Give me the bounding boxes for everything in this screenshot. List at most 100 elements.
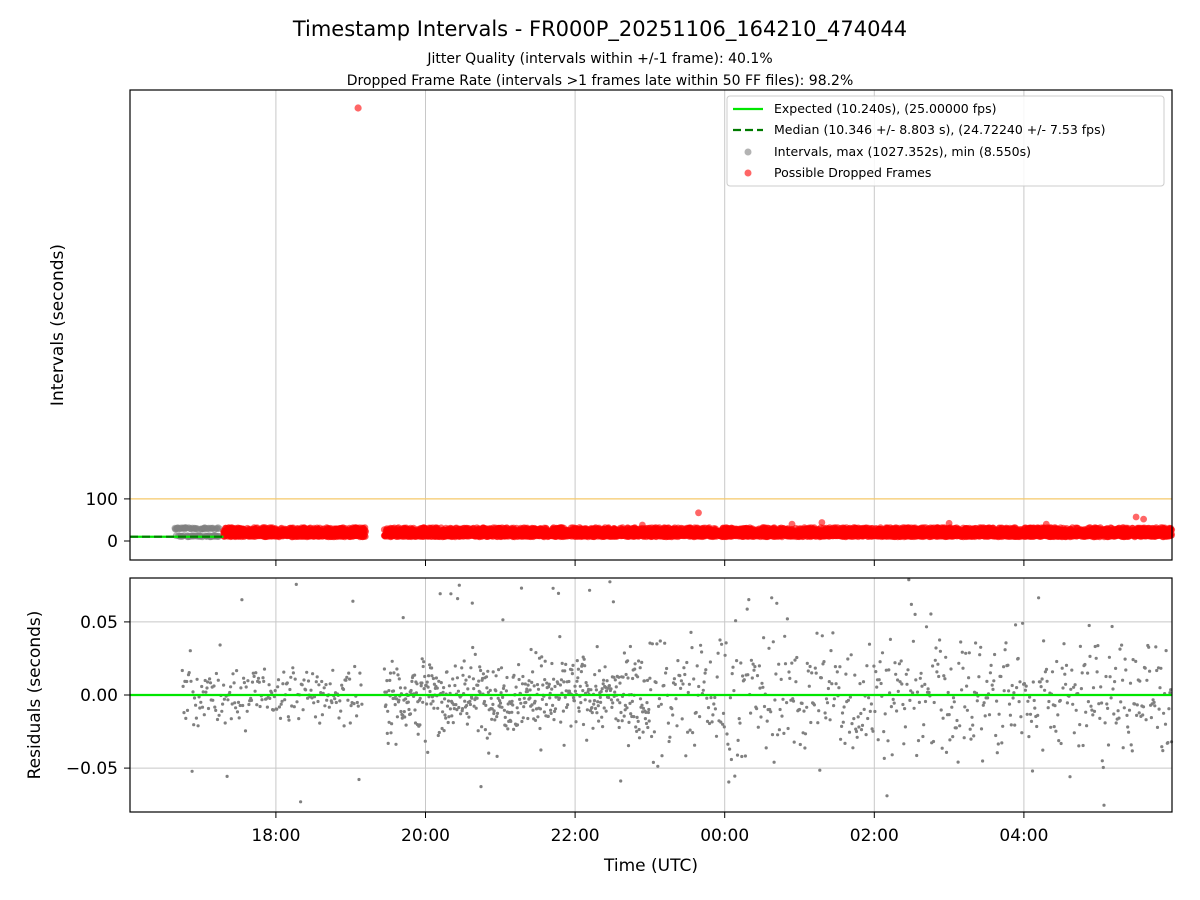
residual-point	[702, 680, 706, 684]
residual-point	[550, 687, 554, 691]
residual-point	[254, 671, 258, 675]
residual-point	[306, 679, 311, 683]
residual-point	[507, 711, 511, 715]
residual-point	[416, 732, 420, 736]
residual-point	[666, 721, 671, 725]
residual-point	[549, 711, 553, 716]
residual-point	[556, 591, 561, 596]
residual-point	[190, 769, 194, 773]
residual-point	[385, 679, 389, 683]
residual-point	[745, 607, 749, 611]
residual-point	[597, 719, 601, 723]
residual-point	[528, 696, 532, 700]
residual-point	[673, 682, 677, 687]
residual-point	[388, 678, 392, 683]
residual-point	[616, 698, 620, 702]
residual-point	[221, 702, 225, 706]
residual-point	[240, 598, 244, 602]
residual-point	[637, 736, 642, 740]
residual-point	[230, 702, 234, 706]
residual-point	[283, 698, 287, 702]
residual-point	[594, 684, 598, 688]
residual-point	[648, 676, 652, 680]
residual-point	[575, 679, 579, 683]
residual-point	[644, 710, 648, 715]
residual-point	[290, 704, 294, 708]
residual-point	[837, 686, 841, 690]
residual-point	[211, 698, 215, 702]
residual-point	[758, 686, 762, 690]
residual-point	[501, 618, 505, 622]
residual-point	[646, 725, 650, 730]
residual-point	[862, 707, 866, 712]
residual-point	[576, 676, 580, 680]
residual-point	[492, 711, 496, 716]
residual-point	[437, 730, 441, 735]
residual-point	[809, 720, 813, 725]
residual-point	[720, 642, 724, 646]
residual-point	[557, 696, 562, 700]
residual-point	[676, 659, 680, 663]
residual-point	[453, 664, 457, 668]
residual-point	[293, 677, 297, 681]
residual-point	[297, 717, 301, 721]
residual-point	[886, 739, 890, 743]
residual-point	[531, 670, 535, 674]
residual-point	[694, 710, 698, 715]
residual-point	[235, 710, 240, 714]
residual-point	[872, 664, 876, 668]
residual-point	[423, 739, 427, 743]
residual-point	[657, 697, 662, 701]
residual-point	[737, 717, 741, 721]
residual-point	[309, 688, 313, 692]
residual-point	[394, 742, 398, 746]
residual-point	[614, 717, 618, 721]
residual-point	[617, 725, 621, 730]
residual-point	[765, 719, 769, 723]
residual-point	[689, 630, 693, 635]
residual-point	[320, 713, 324, 717]
residual-point	[685, 660, 689, 665]
residual-point	[572, 699, 577, 703]
residual-point	[567, 679, 571, 684]
residual-point	[256, 676, 261, 680]
residual-point	[348, 721, 352, 725]
residual-point	[714, 734, 719, 738]
residual-point	[826, 686, 831, 691]
residual-point	[446, 699, 451, 703]
residual-point	[602, 706, 606, 710]
bottom-panel: 0.050.00−0.05 18:00 20:00 22:00 00:00 02:00 0…	[25, 560, 1174, 876]
residual-point	[534, 651, 538, 655]
residual-point	[793, 658, 797, 662]
residual-point	[612, 675, 616, 679]
residual-point	[270, 691, 274, 695]
residual-point	[444, 716, 448, 720]
residual-point	[436, 733, 440, 738]
residual-point	[563, 669, 567, 673]
residual-point	[753, 665, 757, 669]
residual-point	[755, 707, 759, 711]
residual-point	[681, 682, 685, 686]
legend-expected-label: Expected (10.240s), (25.00000 fps)	[774, 101, 996, 116]
residual-point	[388, 671, 393, 675]
residual-point	[404, 723, 408, 727]
residual-point	[516, 711, 520, 715]
residual-point	[485, 686, 489, 690]
residual-point	[871, 729, 875, 733]
residual-point	[522, 696, 526, 700]
residual-point	[760, 681, 764, 685]
residual-point	[806, 669, 810, 673]
residual-point	[822, 660, 826, 664]
residual-point	[413, 673, 417, 677]
residual-point	[785, 701, 789, 705]
residual-point	[891, 697, 895, 702]
residual-point	[287, 718, 291, 722]
residual-point	[428, 663, 432, 667]
residual-point	[526, 683, 530, 687]
residual-point	[440, 726, 444, 731]
residual-point	[705, 696, 709, 700]
residual-point	[571, 696, 576, 700]
residual-point	[636, 675, 640, 679]
residual-point	[803, 732, 808, 736]
residual-point	[552, 677, 556, 681]
